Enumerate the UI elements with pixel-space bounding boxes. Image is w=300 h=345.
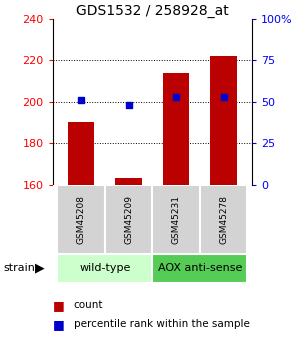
Text: GSM45208: GSM45208 <box>76 195 85 244</box>
Title: GDS1532 / 258928_at: GDS1532 / 258928_at <box>76 4 229 18</box>
Bar <box>200 185 247 254</box>
Bar <box>116 178 142 185</box>
Bar <box>57 254 152 283</box>
Text: wild-type: wild-type <box>79 263 130 273</box>
Text: strain: strain <box>3 263 35 273</box>
Text: ▶: ▶ <box>34 262 44 275</box>
Text: ■: ■ <box>52 299 64 312</box>
Text: GSM45278: GSM45278 <box>219 195 228 244</box>
Text: GSM45231: GSM45231 <box>172 195 181 244</box>
Bar <box>105 185 152 254</box>
Text: AOX anti-sense: AOX anti-sense <box>158 263 242 273</box>
Bar <box>152 185 200 254</box>
Bar <box>68 122 94 185</box>
Text: count: count <box>74 300 103 310</box>
Text: GSM45209: GSM45209 <box>124 195 133 244</box>
Bar <box>210 56 237 185</box>
Bar <box>152 254 247 283</box>
Bar <box>57 185 105 254</box>
Text: percentile rank within the sample: percentile rank within the sample <box>74 319 249 329</box>
Text: ■: ■ <box>52 318 64 331</box>
Bar <box>163 73 189 185</box>
